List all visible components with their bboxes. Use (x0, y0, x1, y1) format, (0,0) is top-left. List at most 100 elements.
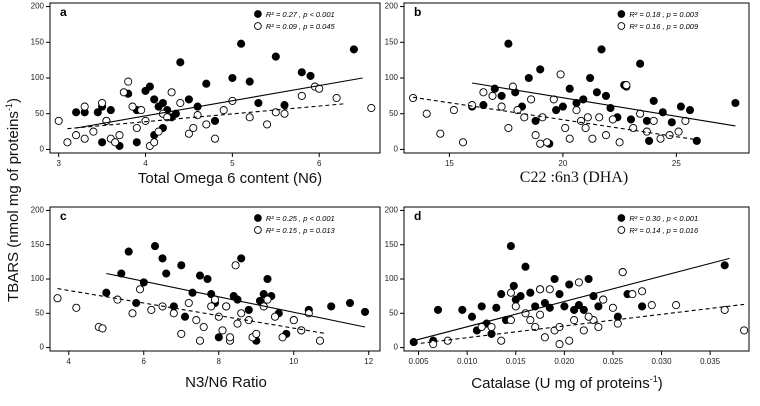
panel-c-x-label-text: N3/N6 Ratio (185, 374, 267, 391)
panel-d-filled-point (638, 302, 647, 311)
panel-b-open-point (588, 134, 597, 143)
panel-b-open-point (576, 116, 586, 125)
panel-a-open-point (210, 134, 220, 143)
panel-b-filled-point (667, 118, 676, 127)
panel-d-open-point (477, 322, 486, 332)
panel-c-open-point (233, 319, 242, 328)
panel-d-filled-point (477, 302, 486, 311)
panel-b-y-tick-label: 200 (385, 2, 399, 11)
panel-b-open-point (565, 134, 574, 143)
panel-c-open-point (207, 302, 216, 311)
panel-c-x-tick-label: 10 (289, 357, 298, 366)
panel-b-open-point (422, 109, 431, 118)
panel-a-filled-point (93, 108, 102, 117)
panel-c-open-point (72, 303, 81, 312)
panel-b-open-point (561, 123, 570, 133)
panel-a-open-point (119, 88, 128, 97)
panel-a-open-point (263, 120, 272, 129)
panel-a-open-point (141, 116, 150, 125)
panel-c-y-tick-label: 0 (40, 343, 45, 352)
panel-c-filled-point (259, 290, 268, 299)
panel-c-x-tick-label: 12 (364, 357, 373, 366)
panel-d-open-point (638, 287, 647, 296)
panel-a-filled-point (254, 98, 263, 108)
panel-d-x-label-superscript: -1 (649, 374, 658, 384)
panel-b-filled-point (626, 115, 636, 124)
panel-b-filled-point (592, 88, 601, 97)
panel-c-open-point (222, 302, 231, 311)
panel-c-y-tick-label: 100 (31, 274, 45, 283)
panel-d-y-tick-label: 150 (385, 240, 399, 249)
panel-c-open-point (98, 324, 107, 333)
panel-b-filled-point (731, 98, 740, 108)
panel-b-open-point (622, 81, 631, 90)
panel-b-filled-point (536, 65, 545, 74)
panel-b-filled-point (636, 59, 645, 68)
panel-d-filled-point (594, 302, 603, 311)
panel-d-filled-point (509, 281, 518, 290)
panel-c-open-point (192, 316, 201, 325)
panel-c-open-point (210, 295, 220, 304)
shared-y-axis-label: TBARS (nmol mg of proteins-1) (4, 98, 22, 302)
panel-c-open-point (128, 309, 137, 318)
panel-d-open-point (740, 326, 749, 335)
panel-b-open-point (572, 106, 581, 115)
panel-d-y-tick-label: 50 (389, 308, 398, 317)
panel-b-open-point (479, 88, 488, 97)
panel-b-x-axis-label: C22 :6n3 (DHA) (520, 169, 628, 187)
panel-d-x-tick-label: 0.030 (652, 357, 673, 366)
panel-a-filled-point (145, 82, 154, 91)
panel-a-open-point (124, 77, 133, 86)
panel-d-y-tick-label: 200 (385, 206, 399, 215)
panel-c-open-point (252, 329, 261, 338)
panel-d-x-axis-label: Catalase (U mg of proteins-1) (471, 374, 662, 392)
panel-a-open-point (150, 138, 159, 147)
panel-a-open-point (189, 123, 198, 133)
panel-c-open-point (214, 312, 223, 321)
panel-b-open-point (531, 131, 540, 140)
panel-d-filled-point (506, 242, 515, 251)
panel-c-filled-point (102, 288, 111, 297)
panel-b-open-point (595, 113, 604, 122)
panel-a-filled-point (176, 58, 185, 67)
panel-a-x-tick-label: 4 (143, 159, 148, 168)
panel-a-legend-text: R² = 0.27 , p < 0.001 (266, 10, 335, 19)
panel-b-open-point (665, 131, 674, 140)
panel-a-y-tick-label: 50 (35, 109, 44, 118)
panel-a-x-tick-label: 6 (317, 159, 322, 168)
panel-d-legend-marker (617, 214, 626, 222)
panel-a-y-tick-label: 150 (31, 37, 45, 46)
panel-c-filled-point (180, 312, 190, 321)
panel-c-filled-point (177, 261, 186, 270)
panel-b-filled-point (479, 101, 488, 110)
panel-d-open-point (720, 305, 729, 314)
panel-c-open-point (278, 333, 287, 342)
panel-b-filled-point (597, 45, 606, 54)
panel-d-x-tick-label: 0.035 (700, 357, 721, 366)
panel-b-y-tick-label: 150 (385, 37, 399, 46)
panel-d-filled-point (574, 301, 583, 310)
panel-a-open-point (245, 113, 254, 122)
panel-a-filled-point (228, 73, 237, 83)
panel-d-open-point (565, 336, 574, 345)
panel-a-filled-point (306, 71, 315, 80)
panel-c-open-point (195, 336, 205, 345)
panel-a: 0 50 100 150 200 3 4 5 6 a R² = 0.27 , p < 0.001 R²… (31, 2, 381, 168)
panel-d-open-point (511, 302, 520, 311)
panel-b-filled-point (531, 116, 540, 125)
panel-d-letter: d (414, 209, 421, 223)
panel-a-open-point (167, 88, 176, 97)
panel-d-open-point (613, 319, 622, 328)
panel-b-open-point (497, 102, 506, 111)
panel-d-x-tick-label: 0.020 (554, 357, 575, 366)
panel-a-open-point (132, 123, 141, 133)
panel-c-filled-point (195, 271, 205, 280)
panel-a-open-point (154, 127, 163, 136)
panel-d-filled-point (550, 274, 559, 284)
panel-c-legend-marker (254, 226, 262, 234)
panel-b-open-point (581, 123, 590, 133)
panel-d-filled-point (516, 292, 525, 301)
panel-a-filled-point (202, 79, 211, 88)
panel-b-open-point (556, 70, 565, 79)
